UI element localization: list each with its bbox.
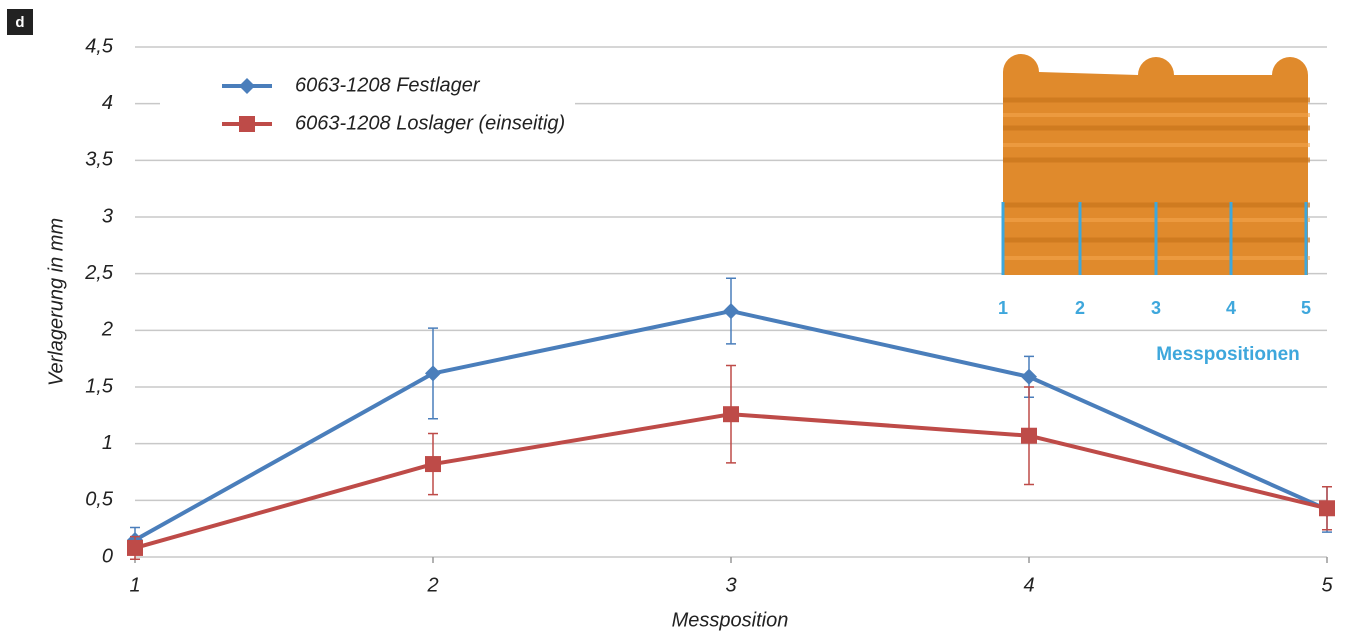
position-label: 2 (1075, 298, 1085, 318)
y-tick-label: 1 (102, 432, 113, 454)
x-tick-label: 5 (1321, 574, 1333, 596)
x-tick-label: 1 (129, 574, 140, 596)
y-axis-label: Verlagerung in mm (45, 218, 67, 386)
position-label: 1 (998, 298, 1008, 318)
marker (1021, 369, 1037, 385)
y-tick-label: 3,5 (85, 149, 114, 171)
y-tick-label: 4,5 (85, 35, 114, 57)
x-tick-label: 4 (1023, 574, 1034, 596)
y-tick-label: 2 (101, 319, 113, 341)
legend-label: 6063-1208 Festlager (295, 74, 481, 96)
y-tick-label: 3 (102, 205, 113, 227)
x-axis-label: Messposition (672, 609, 789, 631)
x-tick-label: 2 (426, 574, 438, 596)
legend-marker (239, 116, 255, 132)
position-label: 3 (1151, 298, 1161, 318)
y-tick-label: 4 (102, 92, 113, 114)
marker (1319, 500, 1335, 516)
inset-title: Messpositionen (1156, 344, 1300, 365)
marker (425, 365, 441, 381)
marker (723, 406, 739, 422)
panel-label: d (15, 14, 24, 31)
x-tick-label: 3 (725, 574, 736, 596)
y-tick-label: 0 (102, 545, 113, 567)
marker (425, 456, 441, 472)
y-tick-label: 1,5 (85, 375, 114, 397)
marker (1021, 428, 1037, 444)
marker (127, 540, 143, 556)
y-tick-label: 0,5 (85, 489, 114, 511)
legend-label: 6063-1208 Loslager (einseitig) (295, 112, 565, 134)
chart: d 1 2 3 4 5 Messpositionen Messposition Verla… (0, 0, 1349, 634)
y-tick-label: 2,5 (84, 262, 114, 284)
inset: 1 2 3 4 5 Messpositionen (998, 54, 1311, 365)
position-label: 4 (1226, 298, 1236, 318)
marker (723, 303, 739, 319)
position-label: 5 (1301, 298, 1311, 318)
